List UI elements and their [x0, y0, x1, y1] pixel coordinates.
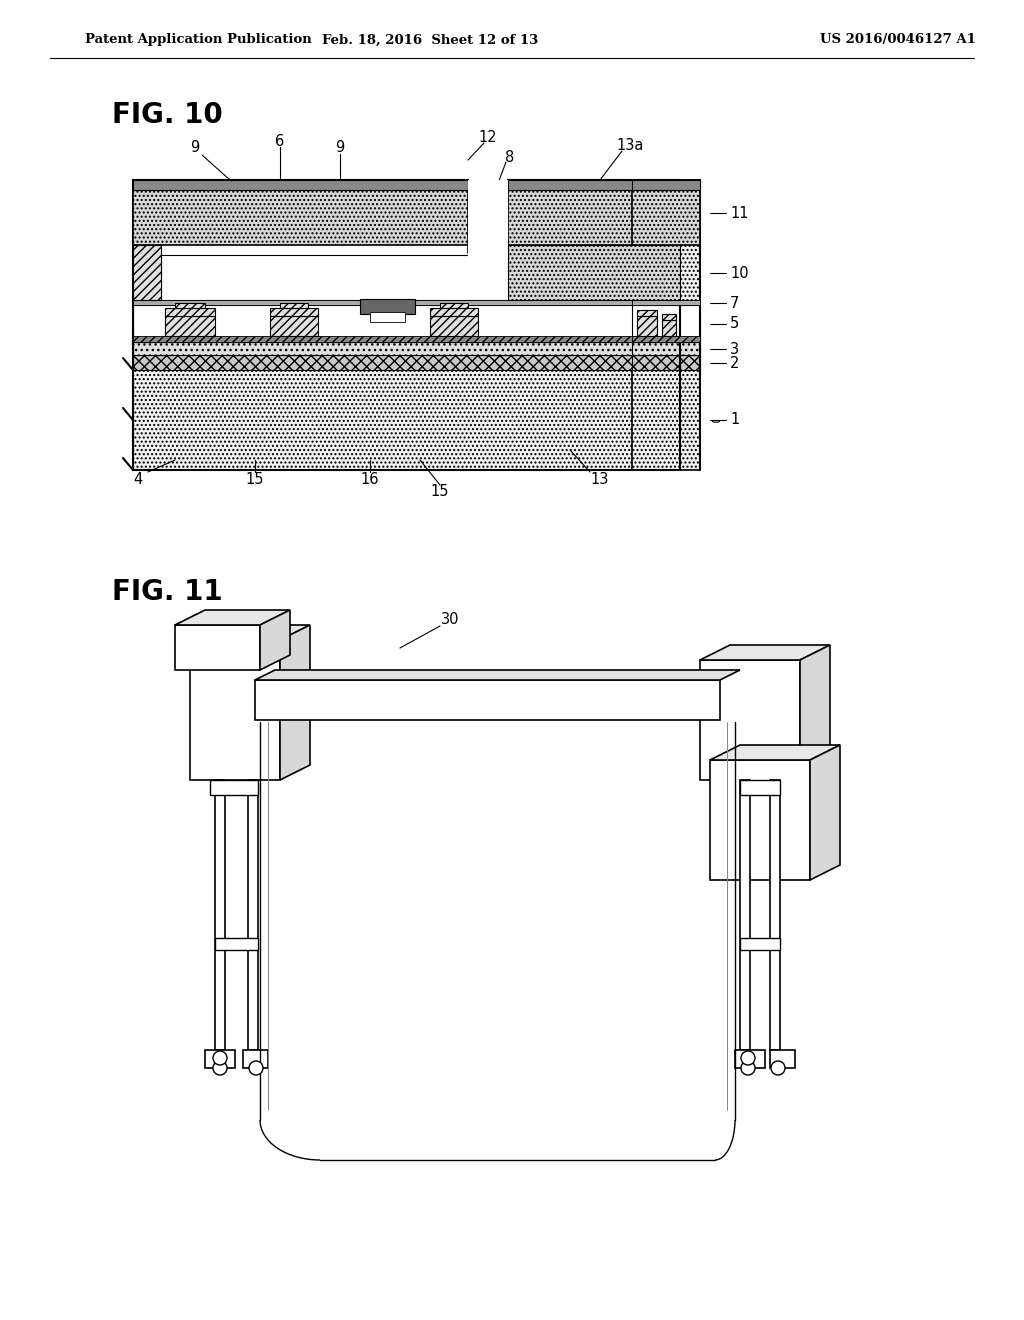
Bar [632, 305, 700, 342]
Text: 1: 1 [730, 412, 739, 428]
Polygon shape [190, 624, 310, 640]
Bar [735, 1049, 765, 1068]
Text: 13: 13 [591, 473, 609, 487]
Text: FIG. 10: FIG. 10 [112, 102, 223, 129]
Polygon shape [710, 760, 810, 880]
Bar [508, 246, 680, 300]
Text: 6: 6 [275, 135, 285, 149]
Text: 9: 9 [336, 140, 345, 156]
Bar [260, 722, 735, 1160]
Polygon shape [280, 624, 310, 780]
Text: 13a: 13a [616, 137, 644, 153]
Polygon shape [810, 744, 840, 880]
Text: 8: 8 [506, 149, 515, 165]
Bar [370, 312, 406, 322]
Text: 5: 5 [730, 317, 739, 331]
Circle shape [741, 1051, 755, 1065]
Text: 11: 11 [730, 206, 749, 220]
Circle shape [741, 1061, 755, 1074]
Text: US 2016/0046127 A1: US 2016/0046127 A1 [820, 33, 976, 46]
Bar [133, 337, 680, 342]
Text: 3: 3 [730, 342, 739, 356]
Bar [133, 300, 680, 305]
Text: 2: 2 [730, 355, 739, 371]
Bar [270, 315, 318, 337]
Bar [270, 308, 318, 315]
Text: 16: 16 [360, 473, 379, 487]
Bar [632, 180, 700, 470]
Bar [215, 939, 258, 950]
Bar [215, 780, 225, 1049]
Text: 7: 7 [730, 296, 739, 310]
Bar [133, 180, 468, 190]
Bar [632, 355, 700, 370]
Bar [662, 319, 676, 337]
Bar [430, 308, 478, 315]
Bar [165, 308, 215, 315]
Polygon shape [190, 640, 280, 780]
Bar [632, 342, 700, 355]
Bar [740, 939, 780, 950]
Text: 30: 30 [440, 612, 459, 627]
Bar [210, 780, 258, 795]
Bar [133, 370, 680, 470]
Circle shape [213, 1051, 227, 1065]
Bar [205, 1049, 234, 1068]
Polygon shape [710, 744, 840, 760]
Text: 10: 10 [730, 265, 749, 281]
Polygon shape [255, 680, 720, 719]
Bar [133, 246, 161, 300]
Bar [632, 337, 700, 342]
Bar [133, 355, 680, 370]
Bar [280, 304, 308, 308]
Bar [770, 1049, 795, 1068]
Bar [133, 180, 468, 246]
Bar [632, 180, 700, 190]
Polygon shape [255, 671, 740, 680]
Bar [637, 315, 657, 337]
Bar [508, 180, 680, 190]
Polygon shape [700, 660, 800, 780]
Bar [175, 304, 205, 308]
Bar [248, 780, 258, 1049]
Bar [637, 310, 657, 315]
Text: Patent Application Publication: Patent Application Publication [85, 33, 311, 46]
Polygon shape [260, 610, 290, 671]
Bar [770, 780, 780, 1049]
Circle shape [249, 1061, 263, 1074]
Text: Feb. 18, 2016  Sheet 12 of 13: Feb. 18, 2016 Sheet 12 of 13 [322, 33, 539, 46]
Bar [133, 305, 680, 342]
Text: 15: 15 [246, 473, 264, 487]
Bar [161, 255, 511, 300]
Circle shape [213, 1061, 227, 1074]
Polygon shape [175, 624, 260, 671]
Bar [430, 315, 478, 337]
Text: 9: 9 [190, 140, 200, 156]
Bar [508, 180, 680, 246]
Circle shape [771, 1061, 785, 1074]
Polygon shape [175, 610, 290, 624]
Bar [632, 180, 700, 246]
Bar [165, 315, 215, 337]
Text: 12: 12 [478, 131, 498, 145]
Bar [440, 304, 468, 308]
Text: 4: 4 [133, 473, 142, 487]
Bar [360, 300, 415, 314]
Bar [468, 180, 508, 257]
Bar [133, 246, 680, 300]
Bar [632, 300, 700, 305]
Bar [740, 780, 780, 795]
Text: 15: 15 [431, 484, 450, 499]
Bar [133, 342, 680, 355]
Bar [243, 1049, 268, 1068]
Text: FIG. 11: FIG. 11 [112, 578, 222, 606]
Bar [740, 780, 750, 1049]
Polygon shape [800, 645, 830, 780]
Polygon shape [700, 645, 830, 660]
Bar [662, 314, 676, 319]
